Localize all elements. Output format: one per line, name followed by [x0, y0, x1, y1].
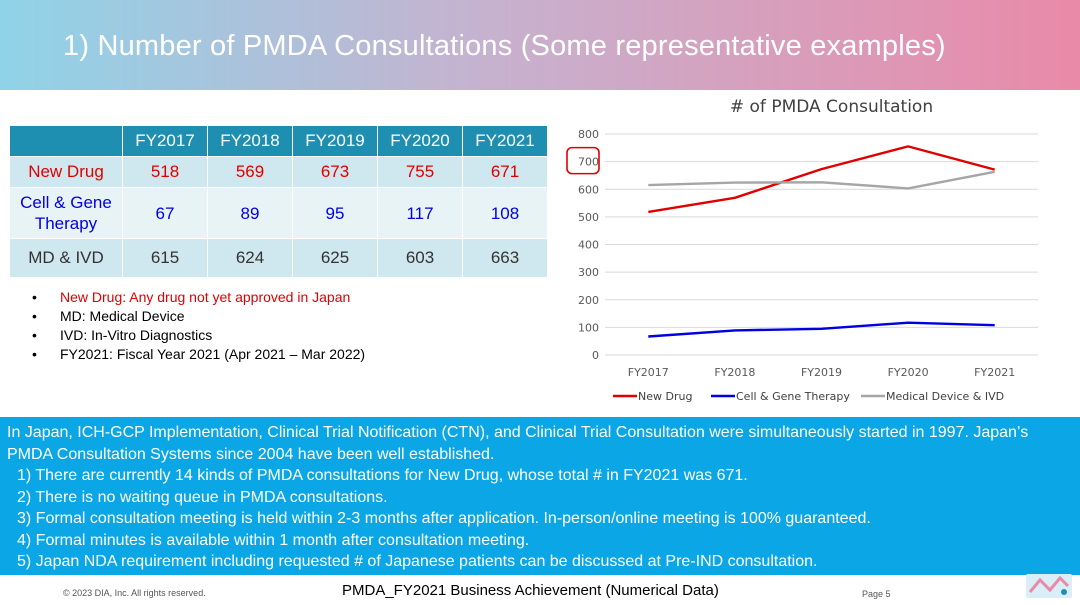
row-label: MD & IVD: [9, 238, 123, 278]
x-tick-label: FY2019: [801, 366, 842, 379]
series-line: [648, 321, 995, 338]
column-header: FY2017: [122, 125, 208, 157]
row-label: Cell & Gene Therapy: [9, 187, 123, 239]
summary-point: 1) There are currently 14 kinds of PMDA …: [17, 467, 748, 484]
y-tick-label: 800: [578, 128, 599, 141]
summary-point: 3) Formal consultation meeting is held w…: [17, 510, 871, 527]
column-header: FY2021: [462, 125, 548, 157]
row-label-line: Cell & Gene: [20, 193, 112, 212]
table-cell: 615: [122, 238, 208, 278]
x-tick-label: FY2018: [714, 366, 755, 379]
table-header-row: FY2017 FY2018 FY2019 FY2020 FY2021: [9, 125, 548, 157]
column-header: FY2020: [377, 125, 463, 157]
legend-label: New Drug: [638, 390, 692, 403]
legend-label: Cell & Gene Therapy: [736, 390, 850, 403]
copyright: © 2023 DIA, Inc. All rights reserved.: [63, 588, 206, 598]
highlight-box: [566, 146, 600, 175]
definition-item: MD: Medical Device: [30, 307, 365, 326]
series-line: [648, 170, 995, 190]
summary-point: 5) Japan NDA requirement including reque…: [17, 553, 818, 570]
table-cell: 663: [462, 238, 548, 278]
table-row-new-drug: New Drug 518 569 673 755 671: [9, 156, 548, 188]
legend-label: Medical Device & IVD: [886, 390, 1004, 403]
y-tick-label: 100: [578, 321, 599, 334]
consultation-line-chart: # of PMDA Consultation 0 100 200 300 400 500 60…: [566, 97, 1038, 403]
summary-point: 4) Formal minutes is available within 1 …: [17, 531, 530, 549]
row-label-line: Therapy: [34, 214, 98, 233]
definition-item: FY2021: Fiscal Year 2021 (Apr 2021 – Mar…: [30, 345, 365, 364]
table-cell: 67: [122, 187, 208, 239]
consultation-table: FY2017 FY2018 FY2019 FY2020 FY2021 New D…: [9, 125, 548, 278]
x-tick-label: FY2017: [628, 366, 669, 379]
page-title: 1) Number of PMDA Consultations (Some re…: [63, 30, 946, 62]
column-header: FY2019: [292, 125, 378, 157]
y-tick-label: 700: [578, 156, 599, 169]
y-tick-label: 200: [578, 294, 599, 307]
table-cell: 755: [377, 156, 463, 188]
footer-title: PMDA_FY2021 Business Achievement (Numeri…: [342, 582, 719, 599]
y-tick-label: 500: [578, 211, 599, 224]
x-tick-label: FY2020: [888, 366, 929, 379]
table-row-cell-gene: Cell & Gene Therapy 67 89 95 117 108: [9, 187, 548, 239]
table-cell: 108: [462, 187, 548, 239]
summary-point: 2) There is no waiting queue in PMDA con…: [17, 488, 388, 506]
column-header: FY2018: [207, 125, 293, 157]
chart-title: # of PMDA Consultation: [730, 97, 933, 117]
table-row-md-ivd: MD & IVD 615 624 625 603 663: [9, 238, 548, 278]
definition-item: IVD: In-Vitro Diagnostics: [30, 326, 365, 345]
y-tick-label: 600: [578, 183, 599, 196]
y-tick-label: 300: [578, 266, 599, 279]
page-number: Page 5: [862, 589, 891, 599]
x-tick-label: FY2021: [974, 366, 1015, 379]
summary-panel: In Japan, ICH-GCP Implementation, Clinic…: [0, 417, 1080, 575]
definitions-list: New Drug: Any drug not yet approved in J…: [30, 288, 365, 364]
table-cell: 625: [292, 238, 378, 278]
table-cell: 95: [292, 187, 378, 239]
dia-logo-icon: [1026, 574, 1072, 598]
row-label: New Drug: [9, 156, 123, 188]
table-corner: [9, 125, 123, 157]
y-tick-label: 400: [578, 239, 599, 252]
series-line: [648, 145, 996, 214]
table-cell: 518: [122, 156, 208, 188]
table-cell: 671: [462, 156, 548, 188]
definition-item: New Drug: Any drug not yet approved in J…: [30, 288, 365, 307]
table-cell: 673: [292, 156, 378, 188]
table-cell: 569: [207, 156, 293, 188]
y-tick-label: 0: [592, 349, 599, 362]
header-banner: 1) Number of PMDA Consultations (Some re…: [0, 0, 1080, 90]
table-cell: 624: [207, 238, 293, 278]
table-cell: 89: [207, 187, 293, 239]
table-cell: 603: [377, 238, 463, 278]
table-cell: 117: [377, 187, 463, 239]
summary-intro: In Japan, ICH-GCP Implementation, Clinic…: [7, 424, 1029, 463]
